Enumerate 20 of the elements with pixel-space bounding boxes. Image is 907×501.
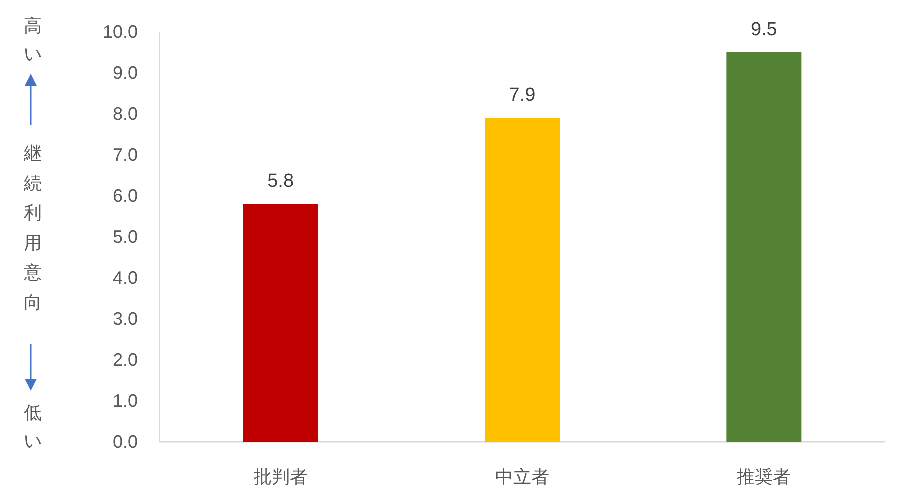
x-tick-label: 中立者	[496, 467, 550, 487]
y-tick-label: 10.0	[102, 22, 138, 42]
data-label: 5.8	[268, 171, 294, 192]
y-axis-title: 継続利用意向	[23, 144, 42, 312]
y-tick-label: 2.0	[112, 350, 138, 370]
y-tick-label: 5.0	[112, 227, 138, 247]
x-tick-label: 批判者	[254, 467, 308, 487]
x-tick-label: 推奨者	[737, 467, 792, 487]
y-tick-label: 4.0	[112, 268, 138, 288]
y-tick-label: 8.0	[112, 104, 138, 124]
y-tick-label: 1.0	[112, 391, 138, 411]
y-tick-label: 6.0	[112, 186, 138, 206]
y-tick-label: 7.0	[112, 145, 138, 165]
text: 高い	[24, 16, 42, 64]
data-label: 9.5	[750, 20, 778, 40]
data-label: 7.9	[509, 85, 536, 106]
y-tick-label: 9.0	[112, 63, 138, 83]
text: 低い	[24, 403, 42, 451]
y-tick-label: 0.0	[112, 432, 138, 452]
y-tick-label: 3.0	[112, 309, 138, 329]
